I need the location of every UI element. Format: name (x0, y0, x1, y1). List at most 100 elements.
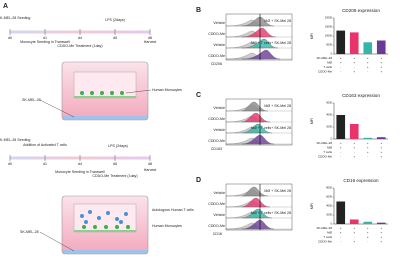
day-label: d1 (43, 162, 47, 166)
bar (376, 222, 386, 224)
day-label: d0 (8, 36, 12, 40)
bar (376, 40, 386, 54)
table-sign: + (367, 141, 369, 145)
table-sign: + (380, 235, 382, 239)
table-sign: + (340, 56, 342, 60)
table-sign: + (353, 69, 355, 73)
table-sign: - (367, 154, 368, 158)
table-sign: + (353, 145, 355, 149)
event-label: Monocyte Seeding in Transwell (20, 40, 70, 44)
row-label: CDDO-Me (208, 224, 225, 228)
pointer (39, 99, 75, 118)
event-label: Addition of Activated T cells (23, 143, 67, 147)
day-label: d4 (78, 162, 82, 166)
diagram-label: Human Monocytes (152, 224, 182, 228)
row-label: CDDO-Me (208, 202, 225, 206)
table-sign: + (367, 60, 369, 64)
table-sign: - (340, 154, 341, 158)
y-tick-label: 6000 (326, 101, 332, 105)
table-sign: + (353, 239, 355, 243)
table-sign: + (380, 65, 382, 69)
y-tick-label: 8000 (326, 186, 332, 190)
table-sign: + (367, 150, 369, 154)
table-sign: + (340, 141, 342, 145)
transwell-2 (61, 195, 149, 255)
table-sign: + (380, 69, 382, 73)
table-sign: - (340, 150, 341, 154)
histogram (241, 197, 271, 208)
bar (363, 221, 373, 224)
table-sign: + (380, 150, 382, 154)
event-label: LPS (2days) (108, 144, 128, 148)
diagram-label: Autologous Human T cells (152, 208, 194, 212)
day-label: d1 (43, 36, 47, 40)
table-sign: + (367, 65, 369, 69)
row-label: Vehicle (213, 106, 225, 110)
y-tick-label: 2000 (326, 125, 332, 129)
diagram-label: Human Monocytes (152, 88, 182, 92)
row-label: Vehicle (213, 43, 225, 47)
table-sign: - (354, 150, 355, 154)
table-sign: + (353, 60, 355, 64)
day-label: d8 (148, 162, 152, 166)
table-sign: + (380, 145, 382, 149)
bar (349, 124, 359, 139)
table-row-label: SK-MEL-28 (316, 141, 332, 145)
table-row-label: T cells (323, 150, 332, 154)
table-sign: + (380, 230, 382, 234)
histogram (241, 123, 273, 134)
table-sign: + (367, 230, 369, 234)
axis-label: CD16 (213, 232, 222, 236)
table-sign: + (353, 56, 355, 60)
transwell-1 (61, 61, 149, 121)
histogram-frame (225, 98, 293, 146)
bar (349, 32, 359, 54)
table-sign: - (340, 69, 341, 73)
table-row-label: SK-MEL-28 (316, 56, 332, 60)
legend-entry: MØ + SK-Mel 28 (264, 104, 291, 108)
bar (336, 115, 346, 139)
row-label: CDDO-Me (208, 54, 225, 58)
row-label: Vehicle (213, 21, 225, 25)
pointer (39, 231, 75, 252)
histogram (241, 112, 271, 123)
day-label: d4 (78, 36, 82, 40)
histogram (241, 186, 269, 197)
bar (336, 201, 346, 224)
axis-label: CD206 (211, 62, 222, 66)
event-label: SK-MEL-28 Seeding (0, 16, 30, 20)
pointer (125, 89, 152, 94)
legend-entry: MØ + SK-Mel 28 (264, 19, 291, 23)
table-sign: + (340, 226, 342, 230)
table-sign: - (340, 235, 341, 239)
y-tick-label: 4000 (326, 113, 332, 117)
table-sign: + (367, 56, 369, 60)
bar (349, 219, 359, 224)
panel-label: D (196, 177, 201, 184)
histogram-frame (225, 183, 293, 231)
chart-title: CD16 expression (343, 178, 379, 183)
y-tick-label: 4000 (326, 204, 332, 208)
event-label: CDDO-Me Treatment (1day) (92, 174, 137, 178)
event-label: Monocyte Seeding in Transwell (55, 170, 105, 174)
chart-title: CD206 expression (342, 8, 380, 13)
table-sign: + (353, 141, 355, 145)
table-sign: + (367, 235, 369, 239)
table-row-label: CDDO-Me (318, 154, 332, 158)
event-label: Harvest (144, 168, 156, 172)
table-sign: + (380, 154, 382, 158)
legend-entry: MØ + T cells+ SK-Mel 28 (251, 211, 291, 215)
table-row-label: T cells (323, 65, 332, 69)
bar (363, 42, 373, 54)
day-label: d5 (113, 162, 117, 166)
day-label: d8 (148, 36, 152, 40)
histogram-frame (225, 13, 293, 61)
legend-entry: MØ + SK-Mel 28 (264, 189, 291, 193)
bar (363, 137, 373, 139)
day-label: d5 (113, 36, 117, 40)
axis-label: CD163 (211, 147, 222, 151)
histogram (241, 49, 281, 60)
bar (336, 30, 346, 54)
table-sign: + (367, 145, 369, 149)
